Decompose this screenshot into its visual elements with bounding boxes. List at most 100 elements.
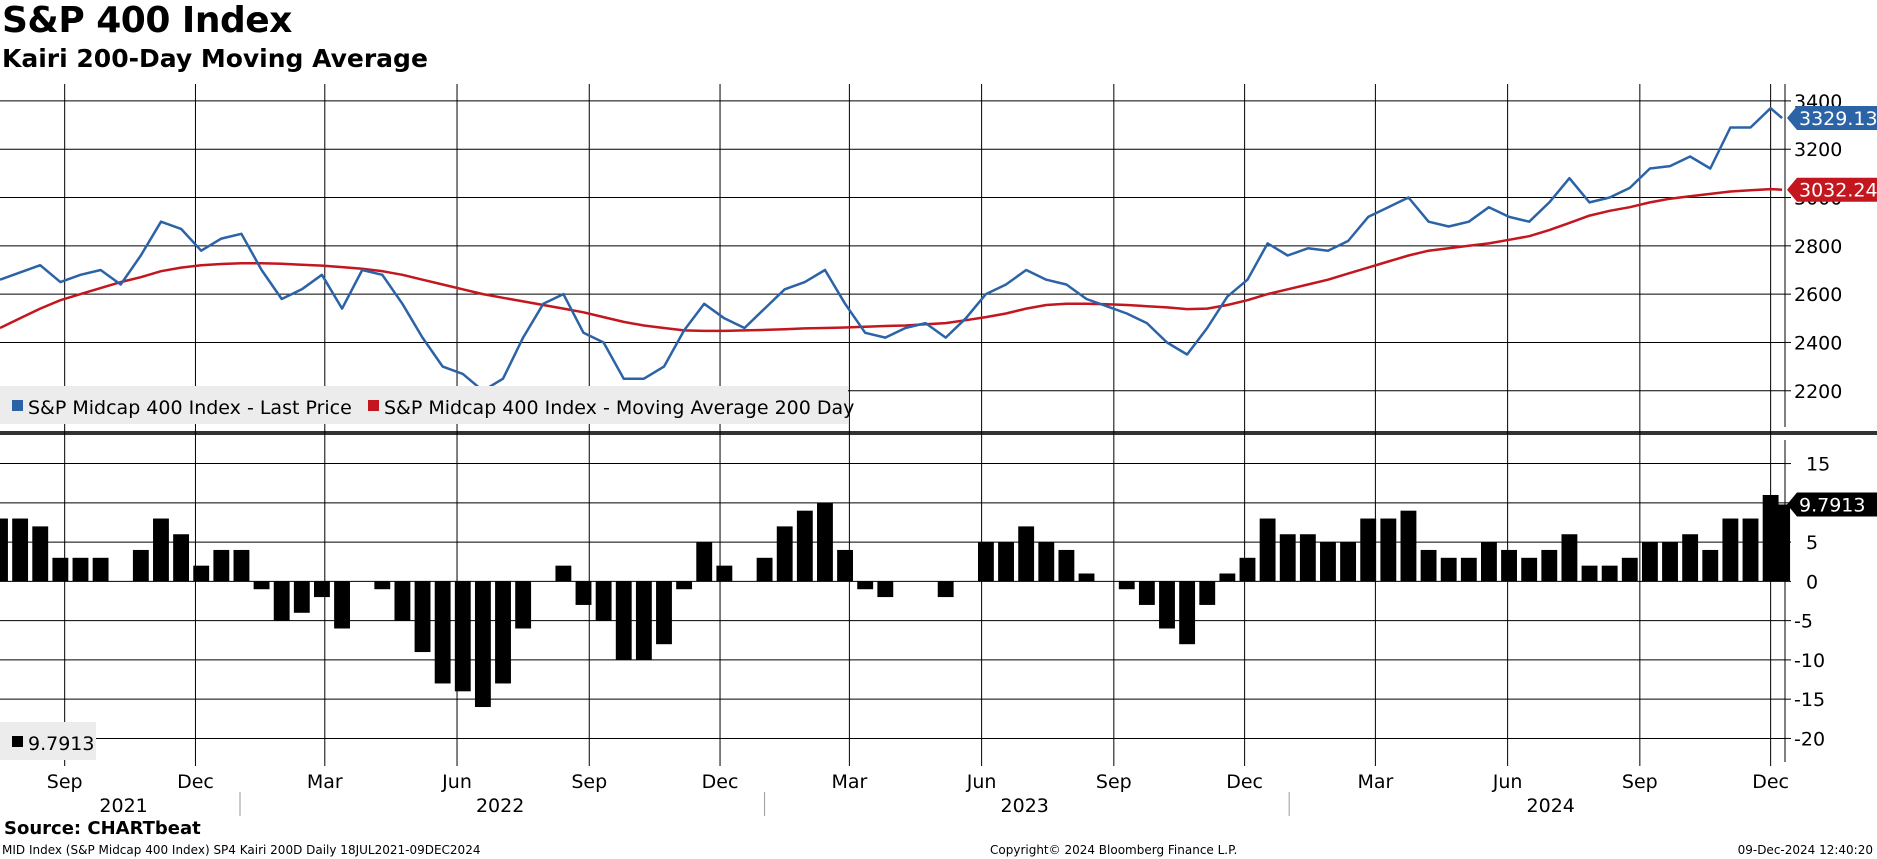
kairi-bar xyxy=(515,581,532,629)
chart-title: S&P 400 Index xyxy=(2,0,292,41)
kairi-bar xyxy=(676,581,693,590)
kairi-bar xyxy=(1078,573,1095,582)
footer-description: MID Index (S&P Midcap 400 Index) SP4 Kai… xyxy=(2,843,481,857)
year-tick-label: 2024 xyxy=(1527,795,1575,817)
kairi-bar xyxy=(394,581,411,621)
kairi-bar xyxy=(1259,518,1276,582)
kairi-bar xyxy=(213,549,230,582)
kairi-bar xyxy=(635,581,652,660)
chart-subtitle: Kairi 200-Day Moving Average xyxy=(2,44,428,73)
kairi-bar xyxy=(52,557,69,582)
month-tick-label: Dec xyxy=(1226,771,1263,793)
kairi-bar xyxy=(1682,534,1699,582)
kairi-bar xyxy=(273,581,290,621)
kairi-bar xyxy=(132,549,149,582)
kairi-bar xyxy=(0,518,8,582)
kairi-bar xyxy=(615,581,632,660)
price-legend-swatch xyxy=(12,400,23,411)
kairi-bar xyxy=(1138,581,1155,605)
ma-last-tag-label: 3032.24 xyxy=(1799,180,1877,202)
kairi-bar xyxy=(1380,518,1397,582)
kairi-bar xyxy=(1239,557,1256,582)
upper-panel xyxy=(0,84,1785,427)
price-legend-label: S&P Midcap 400 Index - Last Price xyxy=(28,397,352,419)
month-tick-label: Sep xyxy=(47,771,83,793)
price-legend-box xyxy=(0,386,848,424)
price-tick-label: 2600 xyxy=(1794,284,1842,306)
footer-copyright: Copyright© 2024 Bloomberg Finance L.P. xyxy=(990,843,1238,857)
kairi-tick-label: -10 xyxy=(1794,650,1825,672)
kairi-tick-label: 5 xyxy=(1806,532,1818,554)
kairi-bar xyxy=(837,549,854,582)
kairi-bar xyxy=(1400,510,1417,582)
month-tick-label: Mar xyxy=(1357,771,1393,793)
year-tick-label: 2022 xyxy=(476,795,524,817)
year-tick-label: 2023 xyxy=(1001,795,1049,817)
kairi-bar xyxy=(1440,557,1457,582)
year-tick-label: 2021 xyxy=(99,795,147,817)
month-tick-label: Mar xyxy=(307,771,343,793)
kairi-bar xyxy=(374,581,391,590)
kairi-bar xyxy=(555,565,572,582)
kairi-tick-label: 0 xyxy=(1806,571,1818,593)
kairi-bar xyxy=(1774,504,1791,582)
kairi-tick-label: -5 xyxy=(1794,611,1813,633)
kairi-bar xyxy=(756,557,773,582)
kairi-bar xyxy=(293,581,310,613)
kairi-bar xyxy=(92,557,109,582)
kairi-bar xyxy=(414,581,431,653)
month-tick-label: Sep xyxy=(1622,771,1658,793)
kairi-bar xyxy=(1501,549,1517,582)
month-tick-label: Dec xyxy=(177,771,214,793)
ma-legend-label: S&P Midcap 400 Index - Moving Average 20… xyxy=(384,397,854,419)
price-last-tag-label: 3329.13 xyxy=(1799,108,1877,130)
kairi-bar xyxy=(1018,526,1035,582)
kairi-bar xyxy=(1159,581,1175,629)
ma-legend-swatch xyxy=(368,400,379,411)
kairi-bar xyxy=(796,510,813,582)
kairi-bar xyxy=(1541,549,1558,582)
kairi-bar xyxy=(474,581,491,708)
kairi-bar xyxy=(877,581,894,598)
kairi-bar xyxy=(656,581,672,645)
kairi-bar xyxy=(1320,542,1336,582)
kairi-bar xyxy=(1742,518,1759,582)
kairi-tick-label: 15 xyxy=(1806,454,1830,476)
price-last-tag xyxy=(1787,106,1877,131)
month-tick-label: Sep xyxy=(571,771,607,793)
kairi-bar xyxy=(776,526,793,582)
kairi-bar xyxy=(1038,542,1055,582)
kairi-bar xyxy=(1561,534,1578,582)
kairi-bar xyxy=(998,542,1014,582)
kairi-bar xyxy=(1662,542,1678,582)
lower-panel xyxy=(0,440,1785,762)
footer-timestamp: 09-Dec-2024 12:40:20 xyxy=(1737,843,1873,857)
kairi-legend-swatch xyxy=(12,736,23,747)
month-tick-label: Jun xyxy=(966,771,997,793)
kairi-bar xyxy=(253,581,270,590)
kairi-bar xyxy=(1118,581,1135,590)
kairi-bar xyxy=(1279,534,1296,582)
month-tick-label: Jun xyxy=(1492,771,1523,793)
kairi-tick-label: -20 xyxy=(1794,728,1825,750)
kairi-bar xyxy=(1360,518,1377,582)
kairi-bar xyxy=(817,502,833,582)
kairi-bar xyxy=(1641,542,1658,582)
kairi-bar xyxy=(575,581,592,605)
kairi-bar xyxy=(193,565,210,582)
source-note: Source: CHARTbeat xyxy=(4,818,201,839)
kairi-bar xyxy=(696,542,713,582)
kairi-bar xyxy=(1601,565,1618,582)
kairi-bar xyxy=(1340,542,1357,582)
kairi-bar xyxy=(334,581,350,629)
kairi-bar xyxy=(1299,534,1316,582)
month-tick-label: Mar xyxy=(831,771,867,793)
kairi-bar xyxy=(1722,518,1739,582)
kairi-bar xyxy=(72,557,89,582)
kairi-bar xyxy=(1621,557,1638,582)
price-tick-label: 2400 xyxy=(1794,332,1842,354)
kairi-bar xyxy=(313,581,330,598)
kairi-tick-label: -15 xyxy=(1794,689,1825,711)
kairi-bar xyxy=(1179,581,1196,645)
kairi-bar xyxy=(1481,542,1497,582)
